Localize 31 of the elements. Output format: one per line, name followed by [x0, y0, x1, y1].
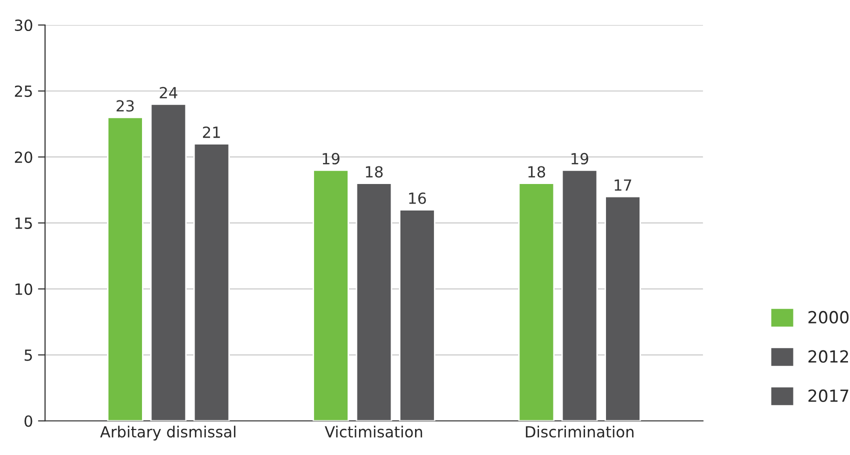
data-label: 16 [409, 192, 426, 204]
y-tick-label: 0 [24, 415, 32, 427]
y-tick-label: 30 [14, 19, 32, 32]
data-label: 24 [160, 86, 178, 98]
legend-label: 2000 [808, 310, 849, 324]
bar [356, 182, 392, 421]
bar [518, 182, 555, 421]
data-label: 18 [528, 166, 546, 178]
bar [604, 196, 641, 421]
bar [107, 116, 144, 421]
legend-label: 2012 [808, 350, 848, 363]
data-label: 21 [202, 126, 220, 138]
x-tick-label: Arbitary dismissal [100, 426, 236, 441]
x-tick-label: Discrimination [526, 426, 634, 438]
y-tick-label: 25 [14, 85, 32, 98]
y-tick-label: 20 [14, 151, 32, 163]
data-label: 23 [116, 100, 134, 112]
bar [193, 143, 230, 421]
bar [312, 169, 349, 421]
y-tick-label: 5 [24, 350, 32, 361]
y-tick-label: 15 [15, 218, 32, 229]
bar [399, 209, 436, 421]
x-tick-label: Victimisation [324, 426, 422, 438]
data-label: 19 [322, 152, 340, 164]
bar [150, 104, 187, 421]
y-tick-label: 10 [15, 283, 32, 295]
data-label: 18 [366, 166, 383, 178]
data-label: 17 [614, 179, 632, 191]
data-label: 19 [572, 152, 588, 164]
legend-label: 2017 [808, 389, 848, 402]
bar [561, 169, 598, 421]
